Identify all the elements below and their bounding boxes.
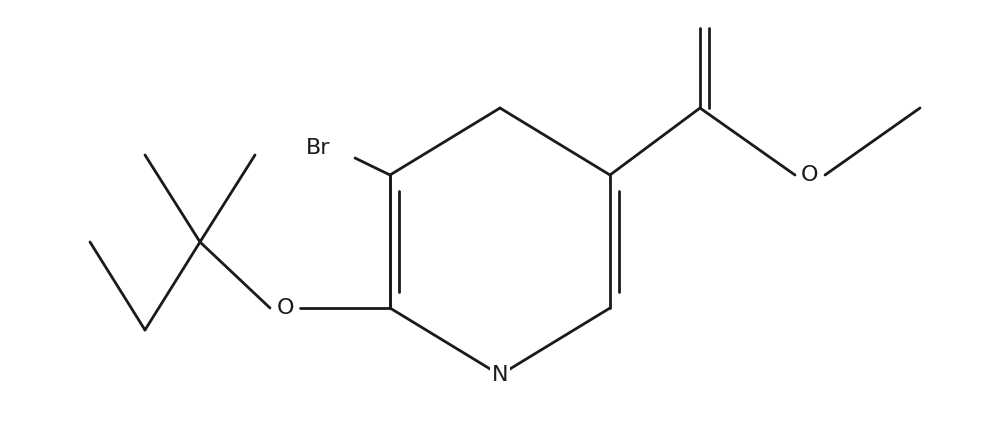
Text: O: O (276, 298, 294, 318)
Text: O: O (801, 165, 819, 185)
Text: Br: Br (306, 138, 330, 158)
Text: N: N (492, 365, 508, 385)
